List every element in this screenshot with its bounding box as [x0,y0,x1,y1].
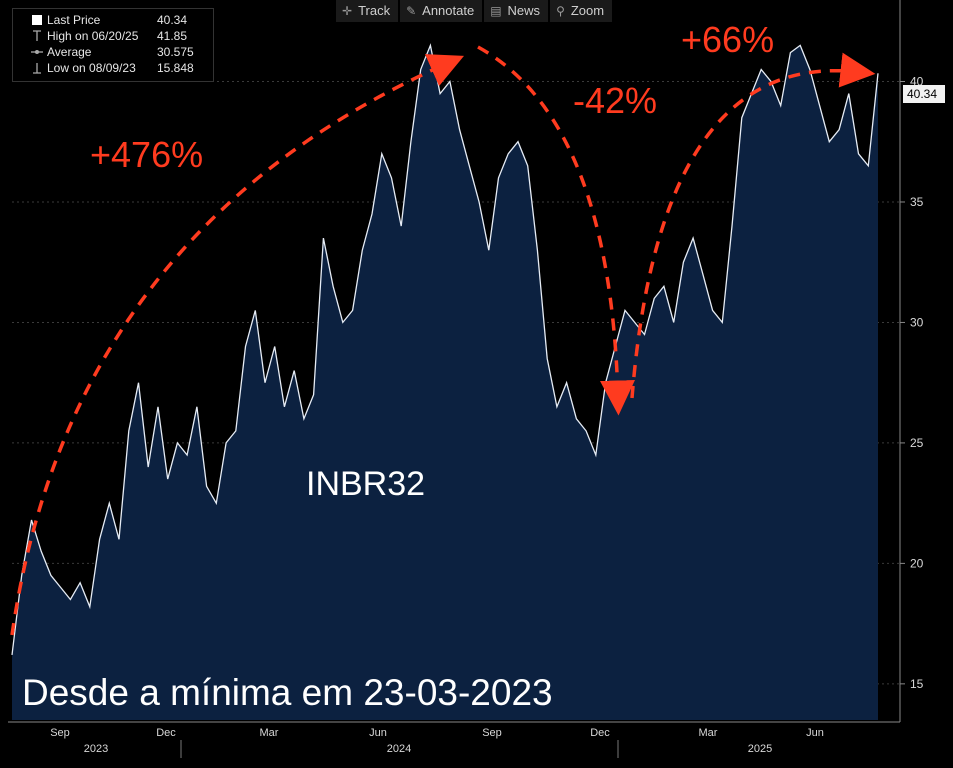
x-tick-label: Jun [806,727,824,739]
news-icon: ▤ [490,4,502,18]
y-tick-label: 35 [910,195,924,209]
high-marker-icon [33,30,41,41]
gain-arrow-2 [630,52,876,399]
x-tick-label: Sep [482,727,502,739]
legend-row-high: High on 06/20/25 41.85 [13,28,213,44]
year-label: 2025 [748,743,772,755]
gain-label-1: +476% [90,134,203,175]
legend-row-low: Low on 08/09/23 15.848 [13,60,213,76]
news-button[interactable]: ▤ News [484,0,549,22]
gain-arrow-1 [10,54,465,636]
legend-row-last-price: Last Price 40.34 [13,12,213,28]
track-button-label: Track [358,3,391,18]
square-icon [32,15,42,25]
legend-label: High on 06/20/25 [47,29,139,43]
price-line [11,43,879,655]
crosshair-icon: ✛ [342,4,353,18]
magnifier-icon: ⚲ [556,4,565,18]
annotate-button[interactable]: ✎ Annotate [400,0,483,22]
track-button[interactable]: ✛ Track [336,0,399,22]
legend-value: 30.575 [157,45,194,59]
gain-label-2: +66% [681,19,774,60]
y-tick-label: 25 [910,436,924,450]
legend: Last Price 40.34 High on 06/20/25 41.85 … [12,8,214,82]
year-label: 2023 [84,743,108,755]
legend-value: 40.34 [157,13,188,27]
last-price-tag: 40.34 [903,85,945,103]
x-tick-label: Sep [50,727,70,739]
annotate-button-label: Annotate [422,3,475,18]
average-marker-icon [31,50,43,54]
low-marker-icon [33,63,41,74]
y-tick-label: 15 [910,677,924,691]
legend-value: 15.848 [157,61,194,75]
ticker-label: INBR32 [306,465,425,503]
y-tick-label: 20 [910,556,924,570]
legend-label: Last Price [47,13,101,27]
x-tick-label: Mar [699,727,718,739]
drop-label: -42% [573,80,657,121]
x-tick-label: Dec [590,727,610,739]
y-tick-label: 30 [910,315,924,329]
legend-value: 41.85 [157,29,188,43]
legend-label: Average [47,45,92,59]
year-label: 2024 [387,743,411,755]
legend-row-average: Average 30.575 [13,44,213,60]
news-button-label: News [507,3,541,18]
x-tick-label: Mar [260,727,279,739]
x-tick-label: Dec [156,727,176,739]
zoom-button-label: Zoom [570,3,605,18]
x-axis: Sep Dec Mar Jun Sep Dec Mar Jun 2023 2024 2025 [8,721,900,758]
x-tick-label: Jun [369,727,387,739]
caption: Desde a mínima em 23-03-2023 [22,672,553,713]
price-area [12,45,878,720]
drop-arrow [477,45,635,416]
last-price-tag-value: 40.34 [907,87,937,101]
pencil-icon: ✎ [406,4,417,18]
legend-label: Low on 08/09/23 [47,61,136,75]
zoom-button[interactable]: ⚲ Zoom [550,0,613,22]
chart-toolbar: ✛ Track ✎ Annotate ▤ News ⚲ Zoom [336,0,613,22]
